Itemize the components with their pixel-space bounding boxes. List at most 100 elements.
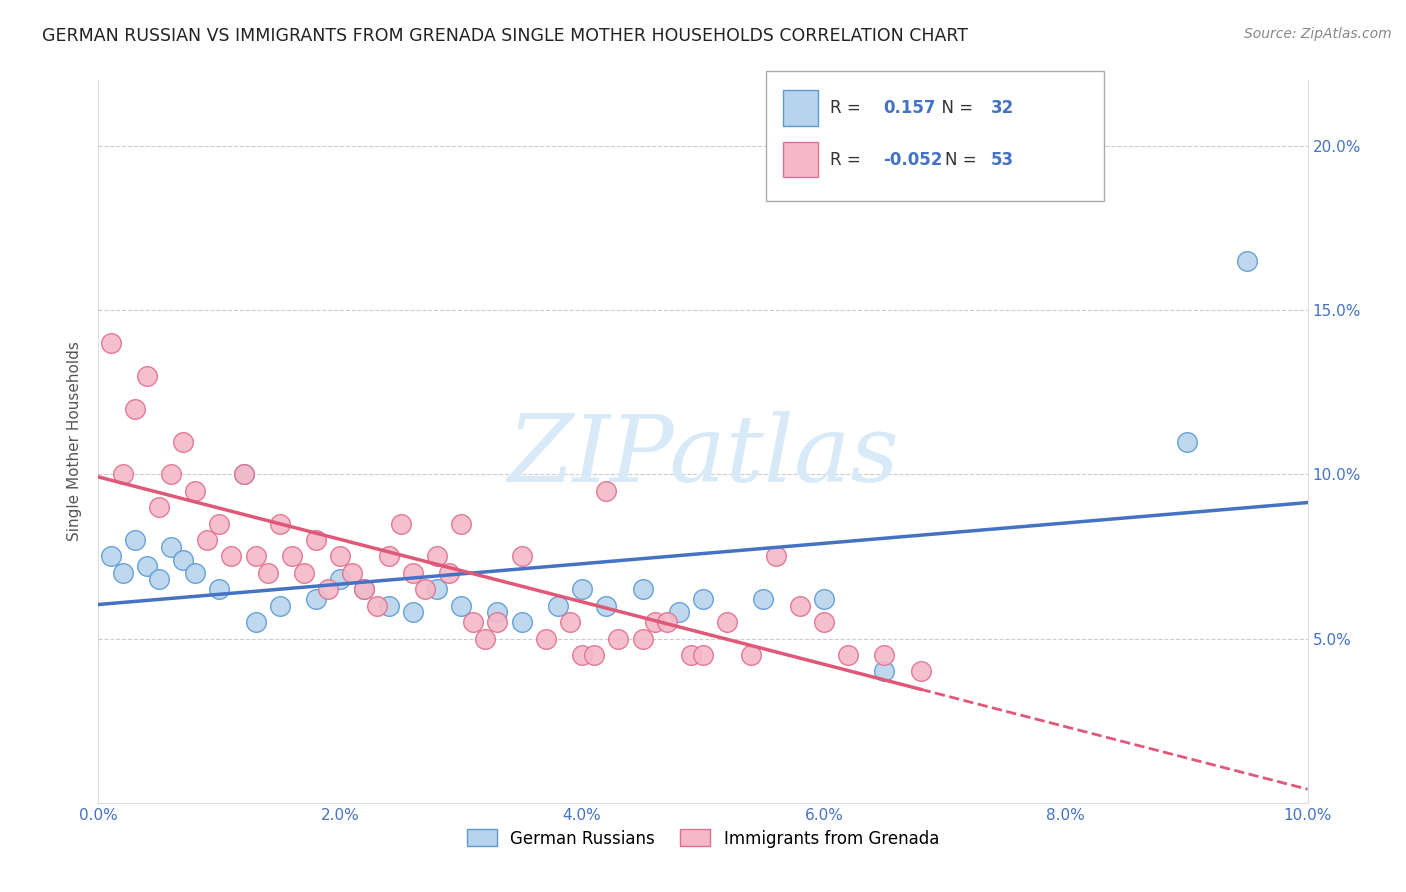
- Point: [486, 605, 509, 619]
- Text: 53: 53: [991, 151, 1014, 169]
- Text: 32: 32: [991, 99, 1015, 117]
- Point: [148, 500, 170, 515]
- Point: [124, 533, 146, 547]
- Point: [837, 648, 859, 662]
- Point: [413, 582, 436, 597]
- Point: [813, 592, 835, 607]
- Text: ZIPatlas: ZIPatlas: [508, 411, 898, 501]
- Text: R =: R =: [830, 151, 866, 169]
- Point: [329, 573, 352, 587]
- Point: [752, 592, 775, 607]
- Point: [256, 566, 278, 580]
- Point: [184, 483, 207, 498]
- Point: [305, 533, 328, 547]
- Point: [135, 559, 157, 574]
- Point: [281, 549, 304, 564]
- Point: [510, 549, 533, 564]
- Point: [631, 632, 654, 646]
- Text: -0.052: -0.052: [883, 151, 942, 169]
- Point: [292, 566, 315, 580]
- Point: [342, 566, 364, 580]
- Point: [221, 549, 243, 564]
- Point: [269, 599, 291, 613]
- Point: [402, 566, 425, 580]
- Point: [426, 582, 449, 597]
- Point: [160, 467, 183, 482]
- Point: [644, 615, 666, 630]
- Point: [232, 467, 254, 482]
- Text: R =: R =: [830, 99, 866, 117]
- Point: [329, 549, 352, 564]
- Point: [208, 516, 231, 531]
- Point: [377, 549, 399, 564]
- Point: [571, 582, 593, 597]
- Point: [910, 665, 932, 679]
- Point: [486, 615, 509, 630]
- Point: [353, 582, 375, 597]
- Point: [450, 599, 472, 613]
- FancyBboxPatch shape: [766, 71, 1104, 201]
- Legend: German Russians, Immigrants from Grenada: German Russians, Immigrants from Grenada: [458, 821, 948, 856]
- Point: [100, 549, 122, 564]
- Point: [692, 592, 714, 607]
- Point: [426, 549, 449, 564]
- Point: [595, 599, 617, 613]
- Point: [389, 516, 412, 531]
- Point: [873, 648, 896, 662]
- Point: [765, 549, 787, 564]
- Point: [111, 467, 134, 482]
- Point: [583, 648, 606, 662]
- Point: [463, 615, 485, 630]
- Point: [353, 582, 375, 597]
- Point: [124, 401, 146, 416]
- Point: [437, 566, 460, 580]
- Point: [692, 648, 714, 662]
- Point: [148, 573, 170, 587]
- Point: [377, 599, 399, 613]
- Point: [269, 516, 291, 531]
- Text: 0.157: 0.157: [883, 99, 935, 117]
- Text: GERMAN RUSSIAN VS IMMIGRANTS FROM GRENADA SINGLE MOTHER HOUSEHOLDS CORRELATION C: GERMAN RUSSIAN VS IMMIGRANTS FROM GRENAD…: [42, 27, 969, 45]
- Point: [450, 516, 472, 531]
- Point: [184, 566, 207, 580]
- Point: [366, 599, 388, 613]
- Point: [402, 605, 425, 619]
- Point: [534, 632, 557, 646]
- Point: [813, 615, 835, 630]
- Point: [232, 467, 254, 482]
- Point: [316, 582, 339, 597]
- Point: [789, 599, 811, 613]
- Point: [172, 434, 194, 449]
- Point: [208, 582, 231, 597]
- Point: [631, 582, 654, 597]
- Bar: [783, 142, 818, 178]
- Point: [571, 648, 593, 662]
- Text: N =: N =: [931, 99, 979, 117]
- Point: [160, 540, 183, 554]
- Point: [740, 648, 762, 662]
- Point: [100, 336, 122, 351]
- Point: [679, 648, 702, 662]
- Point: [245, 549, 267, 564]
- Point: [668, 605, 690, 619]
- Point: [716, 615, 738, 630]
- Point: [195, 533, 218, 547]
- Point: [474, 632, 496, 646]
- Point: [510, 615, 533, 630]
- Point: [873, 665, 896, 679]
- Point: [1236, 253, 1258, 268]
- Point: [558, 615, 581, 630]
- Point: [607, 632, 630, 646]
- Point: [595, 483, 617, 498]
- Text: Source: ZipAtlas.com: Source: ZipAtlas.com: [1244, 27, 1392, 41]
- Point: [1175, 434, 1198, 449]
- Point: [655, 615, 678, 630]
- Text: N =: N =: [945, 151, 981, 169]
- Point: [172, 553, 194, 567]
- Point: [135, 368, 157, 383]
- Bar: [783, 90, 818, 126]
- Y-axis label: Single Mother Households: Single Mother Households: [67, 342, 83, 541]
- Point: [245, 615, 267, 630]
- Point: [305, 592, 328, 607]
- Point: [547, 599, 569, 613]
